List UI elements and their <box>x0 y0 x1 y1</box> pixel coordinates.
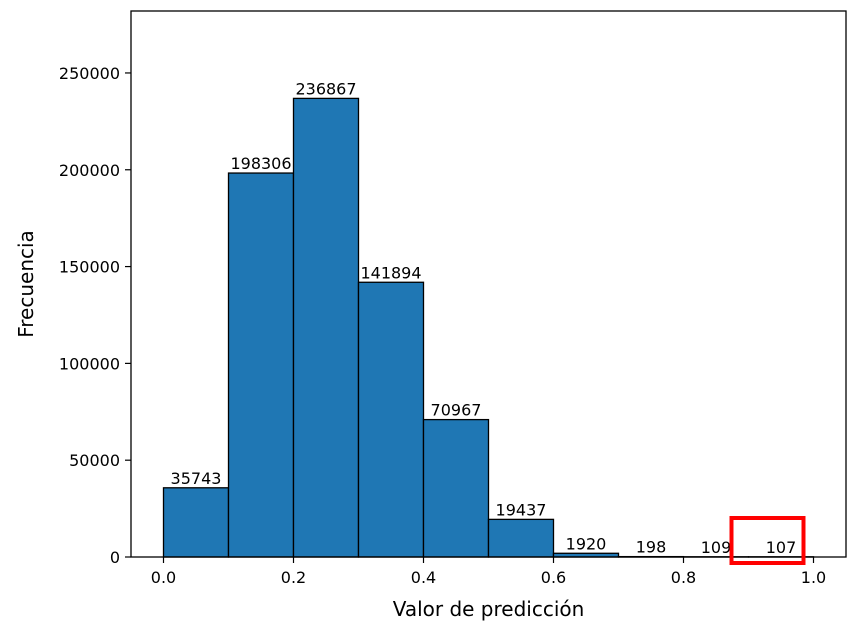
x-axis-title: Valor de predicción <box>393 597 585 621</box>
bar-label-1: 198306 <box>230 154 291 173</box>
x-tick-label-2: 0.4 <box>411 568 436 587</box>
x-axis-ticks: 0.0 0.2 0.4 0.6 0.8 1.0 <box>151 557 826 587</box>
plot-frame <box>130 10 847 558</box>
y-tick-label-0: 0 <box>110 548 120 567</box>
bar-4 <box>422 418 490 558</box>
x-tick-label-3: 0.6 <box>541 568 566 587</box>
bar-label-0: 35743 <box>171 469 222 488</box>
x-tick-label-5: 1.0 <box>801 568 826 587</box>
x-tick-label-1: 0.2 <box>281 568 306 587</box>
bar-3 <box>357 281 425 558</box>
y-axis-title: Frecuencia <box>14 230 38 338</box>
y-tick-label-5: 250000 <box>59 64 120 83</box>
bar-labels-group: 35743 198306 236867 141894 70967 19437 1920 198… <box>171 79 797 556</box>
bar-label-6: 1920 <box>566 534 607 553</box>
bar-5 <box>487 518 555 558</box>
highlight-box <box>729 516 806 565</box>
bars-group <box>162 97 815 558</box>
y-tick-label-4: 200000 <box>59 161 120 180</box>
bar-label-3: 141894 <box>360 263 421 282</box>
x-tick-label-0: 0.0 <box>151 568 176 587</box>
y-tick-label-2: 100000 <box>59 354 120 373</box>
bar-label-9: 107 <box>766 538 797 557</box>
bar-1 <box>227 172 295 558</box>
bar-label-2: 236867 <box>295 79 356 98</box>
bar-label-8: 109 <box>701 538 732 557</box>
bar-0 <box>162 487 230 558</box>
bar-2 <box>292 97 360 558</box>
y-tick-label-1: 50000 <box>69 451 120 470</box>
y-axis-ticks: 0 50000 100000 150000 200000 250000 <box>59 64 131 567</box>
bar-label-5: 19437 <box>496 500 547 519</box>
bar-label-4: 70967 <box>431 401 482 420</box>
y-tick-label-3: 150000 <box>59 258 120 277</box>
x-tick-label-4: 0.8 <box>671 568 696 587</box>
bar-label-7: 198 <box>636 538 667 557</box>
